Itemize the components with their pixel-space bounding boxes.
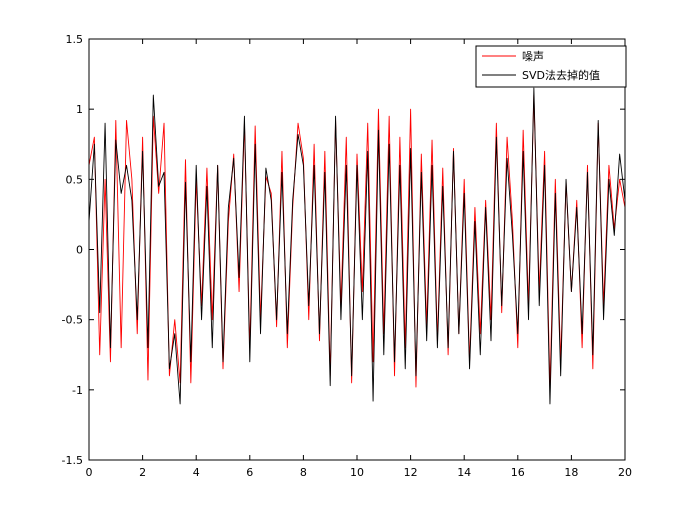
x-tick-label: 8 <box>300 466 307 479</box>
x-tick-label: 12 <box>404 466 418 479</box>
x-tick-label: 20 <box>618 466 632 479</box>
legend-label-svd: SVD法去掉的值 <box>522 68 600 82</box>
x-tick-label: 14 <box>457 466 471 479</box>
tick-layer: 0 2 4 6 8 10 12 14 16 18 20 -1.5 -1 -0.5 0 0.5 1 1.5 <box>62 33 632 479</box>
legend: 噪声 SVD法去掉的值 <box>475 45 627 88</box>
legend-label-noise: 噪声 <box>522 49 544 63</box>
y-tick-label: -1.5 <box>62 454 83 467</box>
x-tick-label: 4 <box>193 466 200 479</box>
x-tick-label: 2 <box>139 466 146 479</box>
x-tick-label: 16 <box>511 466 525 479</box>
x-tick-label: 10 <box>350 466 364 479</box>
x-tick-label: 6 <box>246 466 253 479</box>
series-line-svd <box>88 87 626 405</box>
legend-box <box>475 45 627 88</box>
y-tick-label: 1 <box>76 103 83 116</box>
y-tick-label: 0 <box>76 244 83 257</box>
x-tick-label: 18 <box>564 466 578 479</box>
x-tick-label: 0 <box>86 466 93 479</box>
series-layer <box>88 87 626 405</box>
y-tick-label: -1 <box>72 384 83 397</box>
y-tick-label: 1.5 <box>66 33 84 46</box>
y-tick-label: 0.5 <box>66 173 84 186</box>
y-tick-label: -0.5 <box>62 314 83 327</box>
